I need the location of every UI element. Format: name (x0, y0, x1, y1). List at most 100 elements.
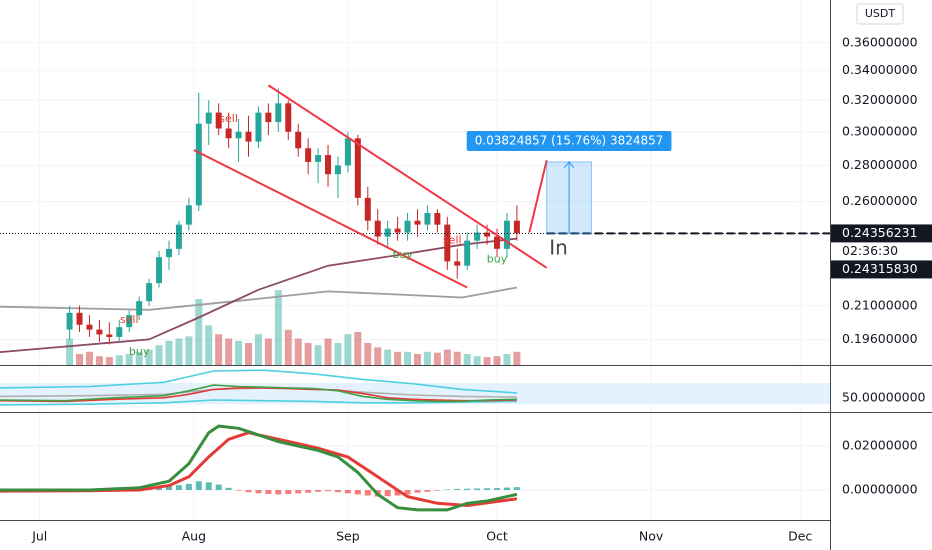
volume-bar (245, 343, 253, 365)
candle-body (265, 112, 272, 123)
countdown-label: 02:36:30 (842, 243, 898, 258)
candle-body (165, 248, 172, 258)
candle-body (305, 148, 312, 162)
histogram-bar (265, 490, 272, 494)
candle-body (484, 232, 491, 237)
candle-body (325, 155, 332, 175)
volume-bar (304, 343, 312, 365)
volume-bar (354, 332, 362, 365)
candle-body (315, 155, 322, 162)
candle-body (76, 312, 83, 325)
candle-body (106, 334, 113, 337)
last-price-box (831, 224, 932, 243)
histogram-bar (404, 490, 411, 495)
price-pane: sell sell buy buy sell buy In (0, 84, 830, 365)
y-tick-label: 0.28000000 (842, 157, 918, 172)
histogram-bar (474, 488, 481, 491)
volume-bar (225, 338, 233, 365)
volume-bar (334, 343, 342, 365)
macd-line (0, 424, 518, 512)
candle-body (404, 220, 411, 233)
indicator-line (0, 384, 517, 403)
candle-body (503, 220, 510, 249)
candle-body (225, 128, 232, 139)
volume-bar (205, 325, 213, 365)
candle-body (146, 283, 153, 302)
candle-body (285, 103, 292, 132)
volume-bar (274, 290, 282, 365)
volume-bar (175, 338, 183, 365)
volume-bar (185, 336, 193, 365)
axes: 0.36000000 0.34000000 0.32000000 0.30000000… (31, 3, 932, 544)
candle-body (334, 165, 341, 175)
volume-bar (145, 349, 153, 365)
volume-bar (125, 354, 133, 365)
countdown-box (831, 242, 932, 260)
measure-label-box (466, 130, 672, 151)
histogram-bar (175, 485, 182, 491)
oscillator-pane (0, 369, 830, 406)
histogram-bar (334, 490, 341, 493)
volume-bar (115, 355, 123, 365)
volume-bar (483, 357, 491, 365)
candle-body (354, 138, 361, 198)
last-price-label: 0.24356231 (842, 225, 918, 240)
y-tick-label: 0.36000000 (842, 34, 918, 49)
candle-body (96, 329, 103, 335)
trend-line (528, 159, 548, 233)
volume-bar (433, 352, 441, 365)
band (0, 382, 830, 405)
y-tick-label: 0.32000000 (842, 92, 918, 107)
candle-body (374, 220, 381, 237)
x-tick-label: Aug (182, 529, 206, 544)
histogram-bar (205, 482, 212, 491)
histogram-bar (185, 483, 192, 491)
volume-bar (493, 356, 501, 365)
candle-body (215, 112, 222, 129)
indicator-line (0, 369, 517, 394)
histogram-bar (285, 490, 292, 494)
histogram-bar (344, 490, 351, 494)
y-tick-label: 0.34000000 (842, 62, 918, 77)
histogram-bar (235, 490, 242, 491)
indicator-line (0, 399, 517, 406)
volume-bar (215, 334, 223, 365)
histogram-bar (275, 490, 282, 495)
signal-label: sell (219, 112, 238, 125)
volume-bar (314, 345, 322, 365)
histogram-bar (325, 490, 332, 492)
histogram-bar (295, 490, 302, 494)
note-label: In (549, 235, 568, 259)
histogram-bar (305, 490, 312, 493)
volume-bar (324, 338, 332, 365)
volume-bar (76, 354, 84, 365)
volume-bar (443, 349, 451, 365)
macd-line (0, 431, 518, 508)
y-tick-label: 0.26000000 (842, 193, 918, 208)
histogram-bar (513, 487, 520, 491)
histogram-bar (215, 484, 222, 491)
candle-body (275, 103, 282, 123)
volume-bar (155, 345, 163, 365)
candle-body (414, 220, 421, 225)
candle-body (255, 112, 262, 142)
volume-bar (165, 340, 173, 365)
candle-body (66, 312, 73, 330)
candle-body (295, 131, 302, 149)
y-tick-label: 0.19600000 (842, 331, 918, 346)
measure-arrow-head (563, 161, 575, 169)
y-tick-label: 0.30000000 (842, 123, 918, 138)
volume-bar (195, 299, 203, 365)
histogram-bar (165, 486, 172, 491)
volume-bar (344, 334, 352, 365)
candle-body (245, 131, 252, 142)
x-tick-label: Oct (486, 529, 508, 544)
signal-label: sell (120, 313, 139, 326)
histogram-bar (414, 490, 421, 493)
grid (0, 0, 830, 520)
volume-bar (463, 354, 471, 365)
y-tick-label: 0.02000000 (842, 437, 918, 452)
histogram-bar (494, 488, 501, 491)
candle-body (464, 240, 471, 266)
volume-bar (423, 351, 431, 365)
